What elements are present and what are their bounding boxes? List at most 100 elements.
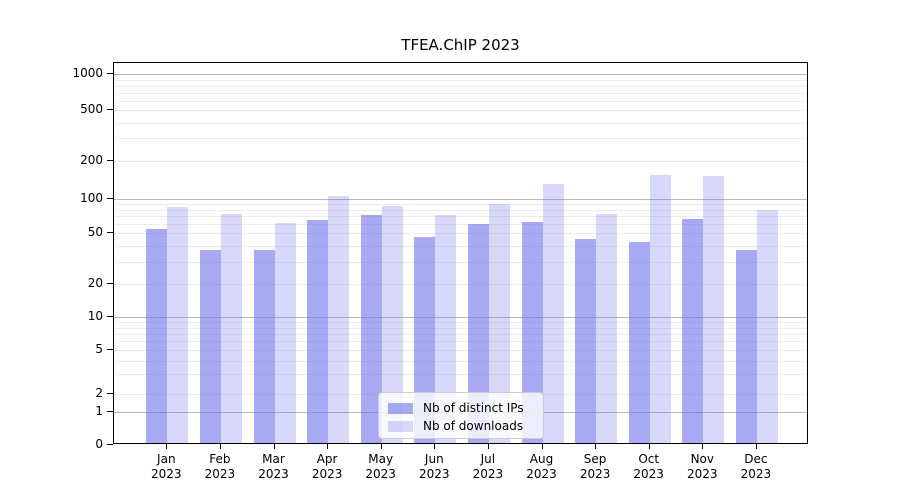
x-tick-label: Oct 2023 bbox=[633, 452, 664, 481]
y-tick-mark bbox=[107, 411, 113, 412]
bar-ips-feb bbox=[199, 250, 221, 443]
bar-ips-jul bbox=[467, 224, 489, 443]
x-tick-mark bbox=[755, 444, 757, 449]
x-tick-mark bbox=[166, 444, 168, 449]
gridline-minor bbox=[114, 100, 807, 102]
bar-downloads-mar bbox=[274, 222, 296, 443]
legend-item-distinct-ips: Nb of distinct IPs bbox=[388, 399, 534, 417]
x-tick-label: Aug 2023 bbox=[526, 452, 557, 481]
y-tick-label: 100 bbox=[80, 190, 103, 205]
gridline-major bbox=[114, 198, 807, 200]
legend-label-distinct-ips: Nb of distinct IPs bbox=[423, 401, 524, 415]
y-tick-label: 10 bbox=[87, 309, 103, 324]
gridline-minor bbox=[114, 85, 807, 87]
chart-title: TFEA.ChIP 2023 bbox=[401, 36, 520, 54]
gridline-minor bbox=[114, 341, 807, 343]
y-tick-mark bbox=[107, 444, 113, 445]
gridline-minor bbox=[114, 284, 807, 286]
bar-ips-jun bbox=[414, 236, 436, 443]
y-tick-label: 500 bbox=[80, 102, 103, 117]
bar-downloads-dec bbox=[756, 210, 778, 443]
x-tick-mark bbox=[219, 444, 221, 449]
gridline-minor bbox=[114, 138, 807, 140]
legend-label-downloads: Nb of downloads bbox=[423, 419, 524, 433]
gridline-minor bbox=[114, 233, 807, 235]
y-tick-label: 200 bbox=[80, 152, 103, 167]
legend-item-downloads: Nb of downloads bbox=[388, 417, 534, 435]
gridline-minor bbox=[114, 322, 807, 324]
x-tick-label: Apr 2023 bbox=[311, 452, 343, 481]
y-tick-mark bbox=[107, 109, 113, 111]
x-tick-mark bbox=[327, 444, 329, 449]
plot-area: Nb of distinct IPs Nb of downloads bbox=[113, 62, 808, 444]
bar-ips-aug bbox=[521, 221, 543, 443]
x-tick-mark bbox=[648, 444, 650, 449]
gridline-minor bbox=[114, 92, 807, 94]
y-tick-mark bbox=[107, 283, 113, 285]
legend-swatch-downloads bbox=[388, 420, 413, 432]
gridline-minor bbox=[114, 209, 807, 211]
bar-downloads-nov bbox=[703, 176, 725, 443]
y-tick-mark bbox=[107, 197, 113, 199]
x-tick-label: Sep 2023 bbox=[579, 452, 611, 481]
gridline-major bbox=[114, 74, 807, 76]
gridline-minor bbox=[114, 327, 807, 329]
x-tick-mark bbox=[595, 444, 597, 449]
bar-downloads-sep bbox=[596, 213, 618, 443]
x-tick-mark bbox=[380, 444, 382, 449]
y-tick-mark bbox=[107, 232, 113, 234]
bar-downloads-jun bbox=[435, 215, 457, 443]
y-tick-label: 2 bbox=[95, 385, 103, 400]
gridline-minor bbox=[114, 79, 807, 81]
gridline-minor bbox=[114, 261, 807, 263]
legend-swatch-distinct-ips bbox=[388, 402, 413, 414]
y-tick-mark bbox=[107, 392, 113, 394]
bar-ips-mar bbox=[253, 250, 275, 443]
gridline-minor bbox=[114, 245, 807, 247]
bar-ips-dec bbox=[735, 250, 757, 443]
gridline-minor bbox=[114, 374, 807, 376]
gridline-major bbox=[114, 317, 807, 319]
gridline-minor bbox=[114, 203, 807, 205]
x-tick-label: Mar 2023 bbox=[258, 452, 289, 481]
x-tick-mark bbox=[434, 444, 436, 449]
legend: Nb of distinct IPs Nb of downloads bbox=[378, 392, 544, 439]
gridline-minor bbox=[114, 122, 807, 124]
x-tick-mark bbox=[702, 444, 704, 449]
gridline-minor bbox=[114, 216, 807, 218]
y-tick-label: 20 bbox=[87, 276, 103, 291]
gridline-minor bbox=[114, 160, 807, 162]
x-tick-label: Jan 2023 bbox=[151, 452, 182, 481]
y-tick-label: 50 bbox=[87, 225, 103, 240]
gridline-minor bbox=[114, 224, 807, 226]
gridline-minor bbox=[114, 360, 807, 362]
bar-downloads-feb bbox=[220, 213, 242, 443]
bar-ips-sep bbox=[575, 239, 597, 443]
bar-downloads-aug bbox=[542, 184, 564, 443]
x-tick-label: May 2023 bbox=[365, 452, 396, 481]
x-tick-mark bbox=[541, 444, 543, 449]
x-tick-mark bbox=[487, 444, 489, 449]
bar-ips-oct bbox=[628, 241, 650, 443]
bar-downloads-oct bbox=[649, 174, 671, 443]
gridline-minor bbox=[114, 110, 807, 112]
y-tick-mark bbox=[107, 73, 113, 75]
gridline-minor bbox=[114, 350, 807, 351]
gridline-minor bbox=[114, 334, 807, 336]
bar-ips-nov bbox=[682, 219, 704, 443]
x-tick-mark bbox=[273, 444, 275, 449]
bar-ips-apr bbox=[307, 220, 329, 443]
x-tick-label: Dec 2023 bbox=[740, 452, 772, 481]
y-tick-label: 0 bbox=[95, 437, 103, 451]
y-tick-mark bbox=[107, 349, 113, 350]
bar-downloads-apr bbox=[328, 195, 350, 443]
bar-ips-may bbox=[360, 215, 382, 443]
x-tick-label: Jul 2023 bbox=[472, 452, 504, 481]
x-tick-label: Feb 2023 bbox=[204, 452, 236, 481]
y-tick-label: 1000 bbox=[72, 66, 103, 81]
y-tick-mark bbox=[107, 159, 113, 161]
y-tick-label: 1 bbox=[95, 404, 103, 418]
bar-downloads-jul bbox=[488, 204, 510, 443]
bar-downloads-jan bbox=[167, 207, 189, 443]
